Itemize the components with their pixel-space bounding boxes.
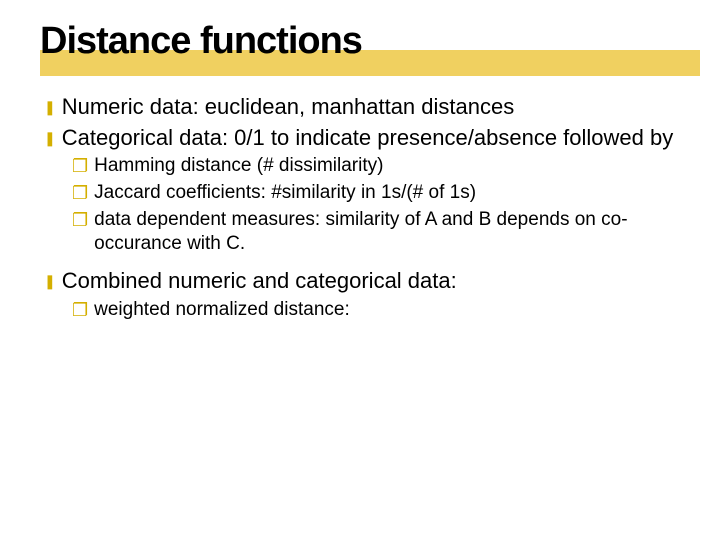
bullet-text: weighted normalized distance: (94, 298, 350, 323)
list-item: ❐ data dependent measures: similarity of… (72, 208, 680, 257)
bullet-icon: ❐ (72, 298, 88, 322)
bullet-text: Categorical data: 0/1 to indicate presen… (62, 124, 674, 153)
bullet-text: Numeric data: euclidean, manhattan dista… (62, 93, 514, 122)
bullet-icon: ❐ (72, 208, 88, 232)
list-item: ❐ Hamming distance (# dissimilarity) (72, 154, 680, 179)
title-wrap: Distance functions (40, 20, 680, 63)
list-item: ❚ Categorical data: 0/1 to indicate pres… (44, 124, 680, 153)
list-item: ❐ Jaccard coefficients: #similarity in 1… (72, 181, 680, 206)
bullet-icon: ❐ (72, 181, 88, 205)
bullet-text: Hamming distance (# dissimilarity) (94, 154, 383, 179)
bullet-icon: ❚ (44, 93, 56, 121)
list-item: ❚ Combined numeric and categorical data: (44, 267, 680, 296)
bullet-text: Combined numeric and categorical data: (62, 267, 457, 296)
bullet-icon: ❚ (44, 267, 56, 295)
bullet-text: Jaccard coefficients: #similarity in 1s/… (94, 181, 476, 206)
slide-content: ❚ Numeric data: euclidean, manhattan dis… (40, 93, 680, 322)
slide-title: Distance functions (40, 20, 680, 63)
list-item: ❐ weighted normalized distance: (72, 298, 680, 323)
bullet-text: data dependent measures: similarity of A… (94, 208, 680, 257)
bullet-icon: ❐ (72, 154, 88, 178)
list-item: ❚ Numeric data: euclidean, manhattan dis… (44, 93, 680, 122)
bullet-icon: ❚ (44, 124, 56, 152)
